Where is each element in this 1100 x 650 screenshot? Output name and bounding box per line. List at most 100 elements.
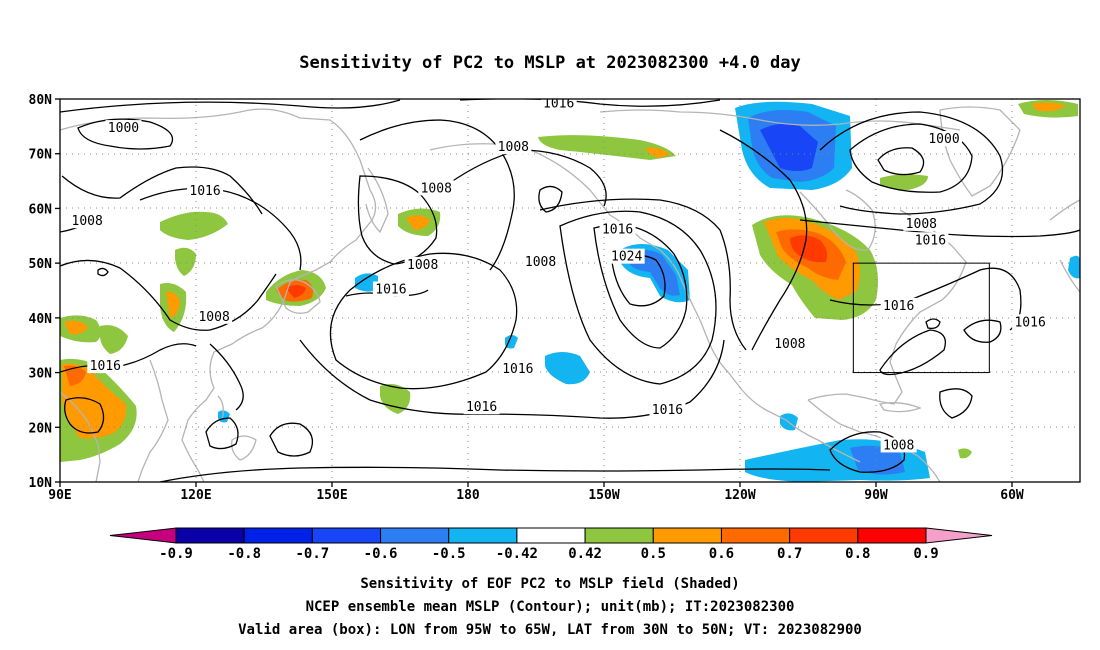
shade-positive-siberia [160, 211, 228, 240]
contour-label-bg [495, 139, 532, 155]
map-background [60, 99, 1080, 482]
lon-tick-label: 60W [1000, 488, 1024, 503]
colorbar-segment [857, 527, 927, 544]
shade-positive-mongolia [175, 247, 196, 276]
coast-india [60, 391, 101, 482]
contour-label-bg [880, 437, 917, 453]
lon-tick-label: 120W [724, 488, 755, 503]
colorbar-segment [789, 527, 859, 544]
contour-1016-pacific-low [329, 252, 518, 390]
contour-label-bg [418, 180, 455, 196]
colorbar: -0.9 -0.8 -0.7 -0.6 -0.5 -0.42 0.42 0.5 0.6 0.7 0.… [109, 527, 993, 562]
contour-label: 1008 [525, 255, 556, 270]
shade-negative-east-pacific-small [505, 335, 518, 349]
contour-1008-caribbean [829, 431, 906, 473]
shade-negative-north-canada-inner [760, 123, 818, 171]
coast-kamchatka [365, 167, 389, 234]
coast-alaska [429, 143, 683, 283]
contour-1016-tropics [159, 466, 831, 482]
contour-label: 1016 [602, 222, 633, 237]
lon-tick-label: 180 [456, 488, 480, 503]
contour-label: 1008 [72, 214, 103, 229]
coast-eurasia [60, 108, 377, 482]
contour-label: 1016 [375, 283, 406, 298]
contour-1016-mongolia [139, 187, 302, 271]
footer-line-3: Valid area (box): LON from 95W to 65W, L… [238, 622, 862, 638]
coast-korea-japan [275, 279, 321, 314]
colorbar-label: 0.42 [568, 546, 602, 562]
shade-positive-tibet [100, 325, 128, 354]
coast-north-america-west [681, 281, 861, 463]
lat-tick-label: 30N [29, 367, 53, 382]
shade-negative-caribbean-core [850, 445, 905, 475]
shade-positive-hudson-red [790, 235, 828, 263]
contour-1016-canada-closed [963, 319, 1002, 343]
lon-tick-label: 150W [588, 488, 619, 503]
colorbar-segment [380, 527, 450, 544]
contour-label: 1008 [906, 217, 937, 232]
shade-positive-central-asia-core [64, 320, 88, 335]
contour-label-bg [69, 213, 106, 229]
contour-1016-india [64, 397, 105, 434]
colorbar-label: 0.8 [845, 546, 870, 562]
colorbar-label: 0.6 [709, 546, 734, 562]
lat-tick-label: 60N [29, 202, 53, 217]
footer-line-2: NCEP ensemble mean MSLP (Contour); unit(… [306, 599, 795, 615]
contour-label: 1016 [652, 403, 683, 418]
colorbar-segment [311, 527, 382, 544]
contour-label-bg [903, 215, 940, 231]
contour-1008-pacific-north [439, 149, 607, 207]
contour-1016-atlantic [829, 267, 1022, 331]
colorbar-segment [652, 527, 722, 544]
lat-tick-label: 40N [29, 312, 53, 327]
contour-label-bg [87, 358, 124, 374]
shade-negative-kamchatka [355, 273, 378, 292]
contour-label: 1016 [90, 359, 121, 374]
lon-tick-label: 90W [864, 488, 888, 503]
contour-1000-canada [849, 123, 973, 193]
contour-label: 1008 [421, 181, 452, 196]
contour-1016-scs [205, 417, 239, 450]
contour-label-bg [499, 360, 536, 376]
shade-positive-china-north-core [166, 291, 180, 318]
colorbar-label: 0.7 [777, 546, 802, 562]
shade-positive-west-pacific [380, 384, 411, 414]
contour-label: 1016 [502, 362, 533, 377]
colorbar-segment [448, 527, 518, 544]
contour-label-bg [771, 336, 808, 352]
contour-label: 1008 [198, 310, 229, 325]
colorbar-segment [175, 527, 245, 544]
lat-tick-label: 70N [29, 148, 53, 163]
colorbar-label: -0.8 [227, 546, 261, 562]
contour-label: 1000 [928, 132, 959, 147]
shade-positive-atlantic-small [958, 448, 972, 459]
colorbar-label: 0.5 [641, 546, 666, 562]
contour-1024 [611, 254, 666, 307]
contour-label-bg [880, 297, 917, 313]
lat-tick-label: 10N [29, 476, 53, 491]
shade-positive-india-dark [64, 365, 86, 386]
contour-label-bg [926, 131, 962, 147]
shade-positive-arctic-pacific [538, 135, 676, 160]
contour-1016-arctic [60, 99, 721, 113]
colorbar-label: -0.9 [159, 546, 193, 562]
contour-label-bg [912, 232, 949, 248]
shade-positive-arctic-pacific-core [645, 147, 670, 158]
contour-high-nepacific-2 [559, 210, 717, 385]
coast-hudson-bay [799, 189, 876, 251]
contour-1016-gulf-alaska [539, 198, 747, 351]
contour-label-bg [649, 401, 686, 417]
coast-europe-tip [1049, 199, 1080, 293]
colorbar-high-triangle [925, 527, 993, 544]
valid-area-box [852, 262, 990, 374]
lon-tick-label: 90E [48, 488, 71, 503]
contour-1008-asia [60, 259, 277, 331]
colorbar-label: -0.5 [432, 546, 466, 562]
colorbar-label: 0.9 [913, 546, 938, 562]
contour-1016-wpac-small [269, 422, 314, 457]
contour-label: 1008 [774, 337, 805, 352]
contour-label-bg [1012, 314, 1049, 330]
